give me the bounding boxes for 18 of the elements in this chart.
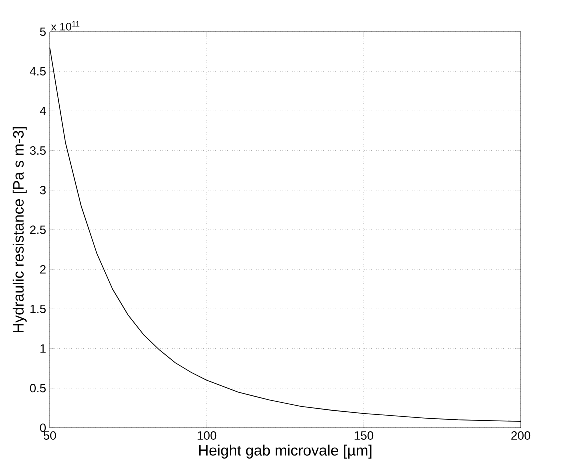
y-tick-label: 1 [40, 344, 46, 353]
x-tick-label: 200 [512, 432, 531, 440]
y-tick-label: 1.5 [30, 305, 46, 314]
x-tick-label: 150 [354, 432, 374, 440]
x-axis-title: Height gab microvale [µm] [199, 444, 372, 459]
y-tick-label: 0 [40, 424, 46, 432]
x-tick-label: 100 [198, 432, 217, 440]
y-tick-label: 4.5 [30, 67, 46, 76]
x-tick-label: 50 [44, 432, 56, 440]
y-tick-label: 2 [40, 265, 46, 274]
y-tick-label: 0.5 [30, 384, 46, 393]
y-axis-title: Hydraulic resistance [Pa s m-3] [12, 127, 27, 333]
y-tick-label: 5 [40, 28, 46, 36]
y-tick-label: 3.5 [30, 146, 46, 156]
y-tick-label: 4 [40, 107, 46, 116]
text: x 10$^{11}$ [51, 21, 80, 31]
y-tick-label: 3 [40, 186, 46, 195]
y-tick-label: 2.5 [30, 226, 46, 234]
